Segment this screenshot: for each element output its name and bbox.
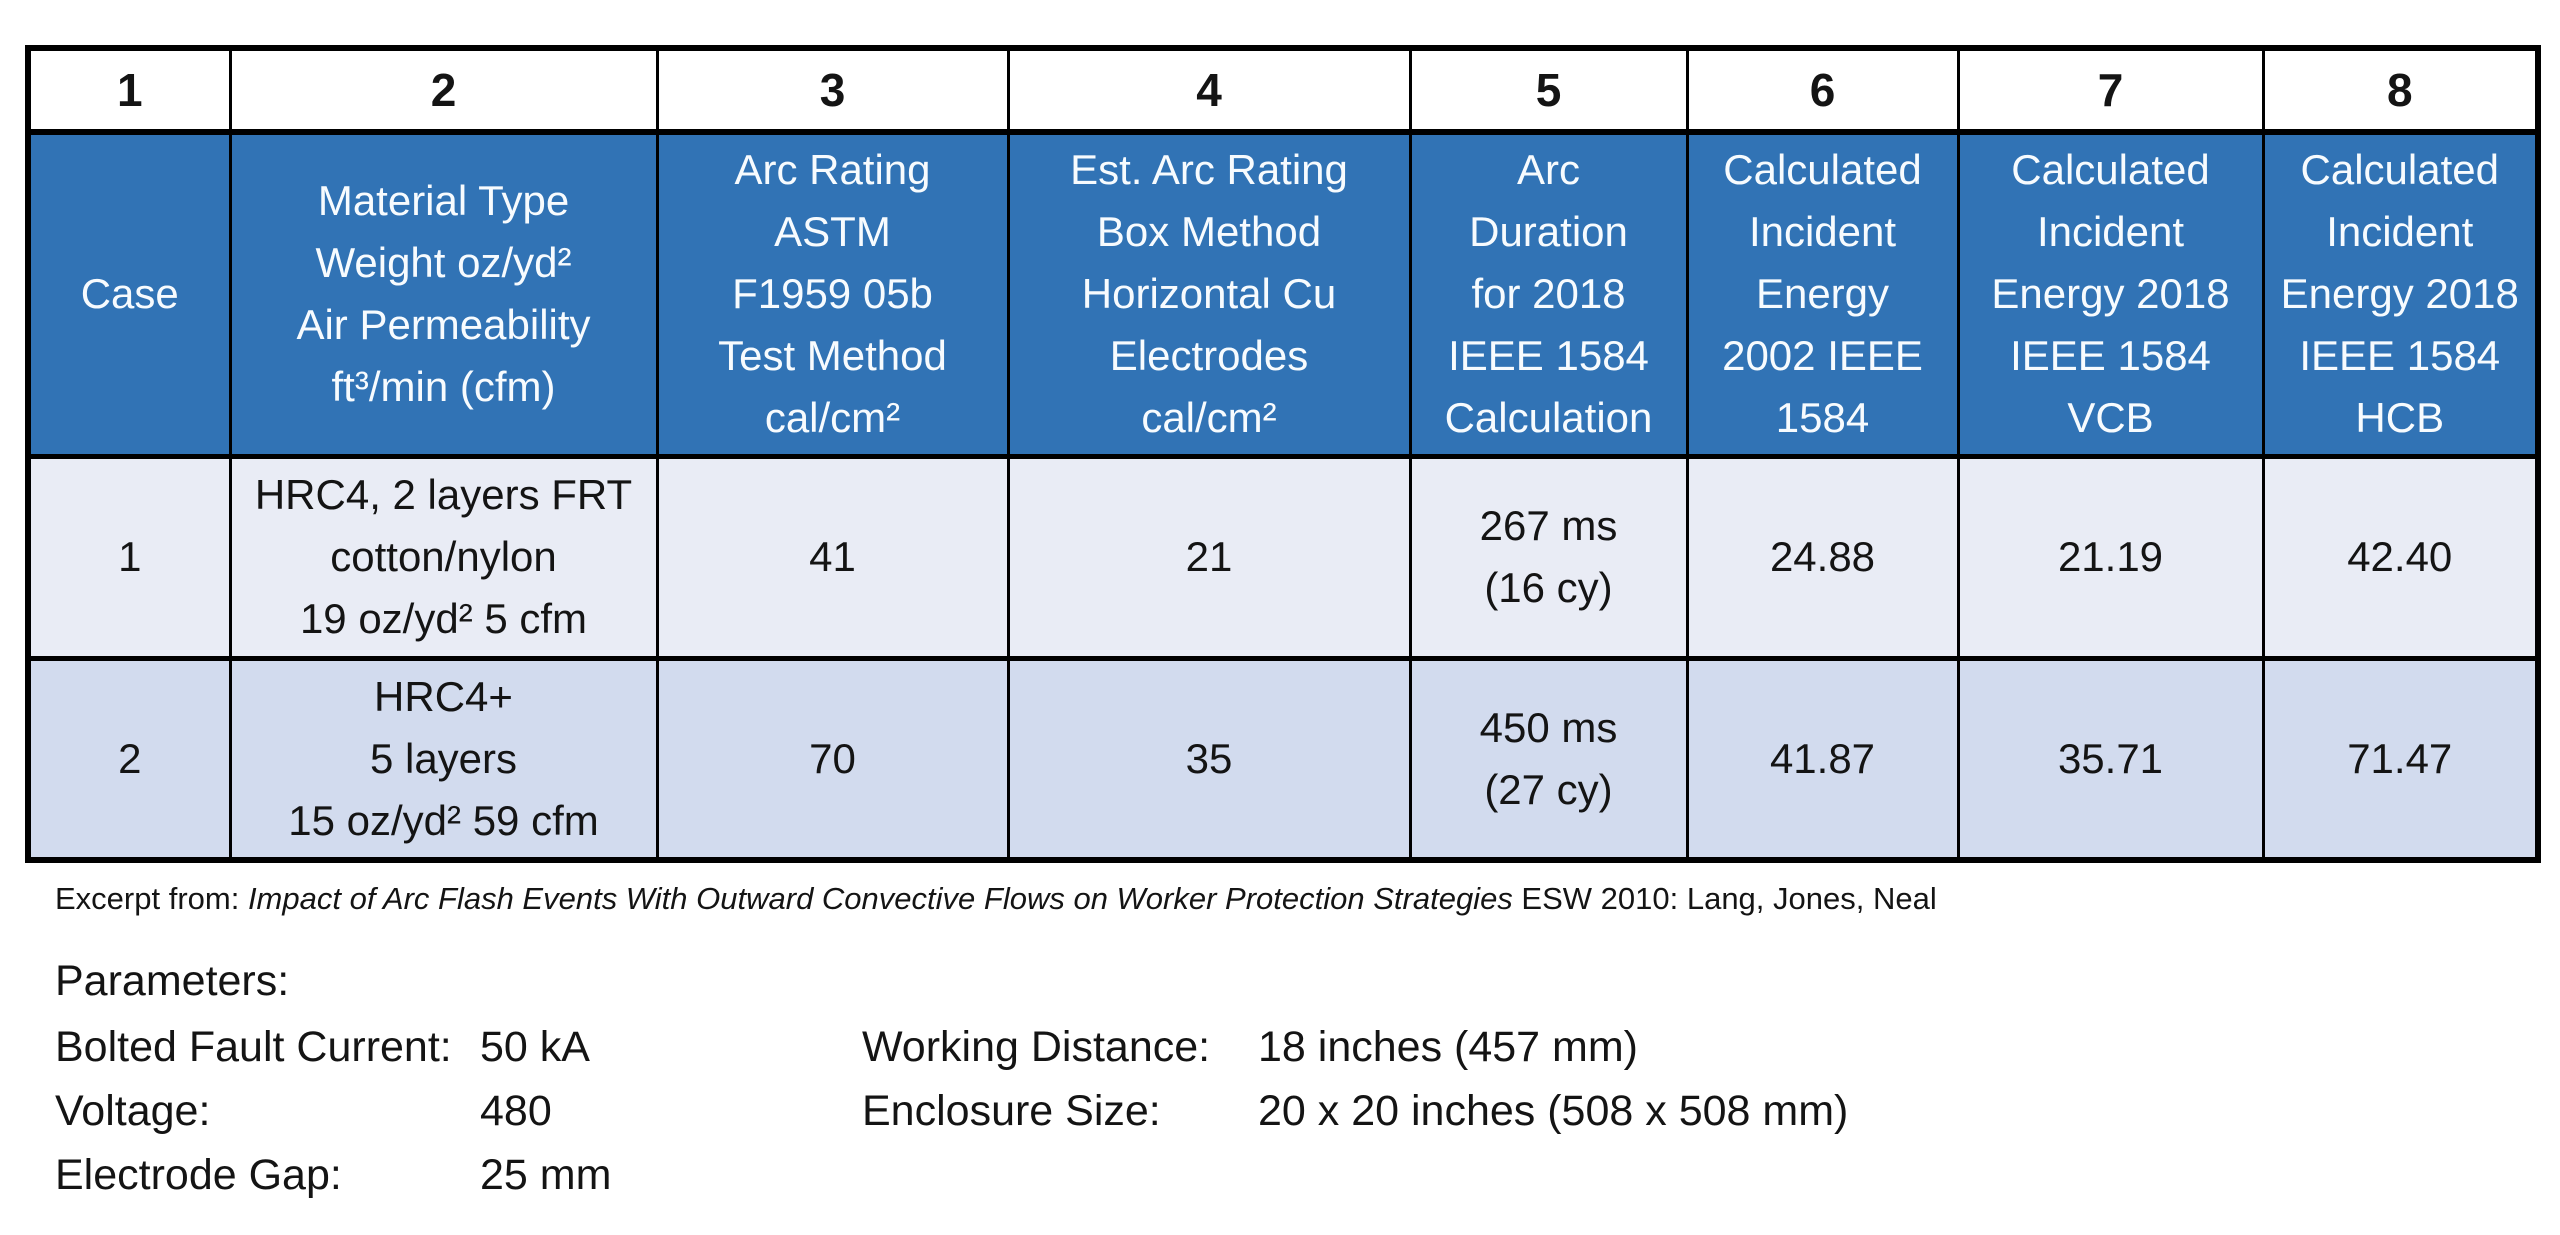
data-cell: 267 ms (16 cy) xyxy=(1408,454,1689,660)
case-2-row: 2 HRC4+ 5 layers 15 oz/yd² 59 cfm 70 35 … xyxy=(26,656,2540,862)
data-cell: 42.40 xyxy=(2261,454,2540,660)
slide-page: 1 2 3 4 5 6 7 8 Case Material Type Weigh… xyxy=(0,45,2560,1235)
parameter-spacer xyxy=(862,1143,1258,1207)
data-cell: 1 xyxy=(26,454,232,660)
data-cell: 2 xyxy=(26,656,232,862)
header-est-arc-rating-box-method: Est. Arc Rating Box Method Horizontal Cu… xyxy=(1006,130,1412,458)
parameter-label: Electrode Gap: xyxy=(55,1151,342,1199)
data-cell: 41 xyxy=(655,454,1010,660)
data-cell: 35.71 xyxy=(1956,656,2265,862)
data-cell: 35 xyxy=(1006,656,1412,862)
header-case: Case xyxy=(26,130,232,458)
arc-flash-results-table: 1 2 3 4 5 6 7 8 Case Material Type Weigh… xyxy=(25,45,2541,863)
source-citation: Excerpt from: Impact of Arc Flash Events… xyxy=(55,879,2560,919)
column-number-cell: 3 xyxy=(655,46,1010,134)
column-number-cell: 7 xyxy=(1956,46,2265,134)
header-incident-energy-2018-vcb: Calculated Incident Energy 2018 IEEE 158… xyxy=(1956,130,2265,458)
data-cell: 71.47 xyxy=(2261,656,2540,862)
parameter-value: 50 kA xyxy=(480,1023,590,1071)
data-cell: HRC4+ 5 layers 15 oz/yd² 59 cfm xyxy=(228,656,659,862)
parameter-value: 480 xyxy=(480,1087,552,1135)
parameter-label: Enclosure Size: xyxy=(862,1087,1161,1135)
header-material-type: Material Type Weight oz/yd² Air Permeabi… xyxy=(228,130,659,458)
data-cell: 24.88 xyxy=(1685,454,1960,660)
parameter-label: Voltage: xyxy=(55,1087,211,1135)
header-incident-energy-2002: Calculated Incident Energy 2002 IEEE 158… xyxy=(1685,130,1960,458)
data-cell: 70 xyxy=(655,656,1010,862)
data-cell: HRC4, 2 layers FRT cotton/nylon 19 oz/yd… xyxy=(228,454,659,660)
parameter-label: Working Distance: xyxy=(862,1023,1211,1071)
column-number-row: 1 2 3 4 5 6 7 8 xyxy=(26,46,2540,134)
data-cell: 41.87 xyxy=(1685,656,1960,862)
data-cell: 21 xyxy=(1006,454,1412,660)
data-cell: 21.19 xyxy=(1956,454,2265,660)
column-number-cell: 2 xyxy=(228,46,659,134)
header-arc-duration: Arc Duration for 2018 IEEE 1584 Calculat… xyxy=(1408,130,1689,458)
parameters-grid: Bolted Fault Current: 50 kA Working Dist… xyxy=(55,1015,2560,1207)
case-1-row: 1 HRC4, 2 layers FRT cotton/nylon 19 oz/… xyxy=(26,454,2540,660)
data-cell: 450 ms (27 cy) xyxy=(1408,656,1689,862)
parameters-title: Parameters: xyxy=(55,957,290,1005)
parameter-value: 25 mm xyxy=(480,1151,612,1199)
citation-suffix: ESW 2010: Lang, Jones, Neal xyxy=(1512,881,1937,916)
parameters-section: Parameters: Bolted Fault Current: 50 kA … xyxy=(55,949,2560,1207)
parameter-spacer xyxy=(1258,1143,2560,1207)
table-header-row: Case Material Type Weight oz/yd² Air Per… xyxy=(26,130,2540,458)
header-arc-rating-astm: Arc Rating ASTM F1959 05b Test Method ca… xyxy=(655,130,1010,458)
parameter-label: Bolted Fault Current: xyxy=(55,1023,452,1071)
parameter-value: 20 x 20 inches (508 x 508 mm) xyxy=(1258,1087,1849,1135)
column-number-cell: 1 xyxy=(26,46,232,134)
citation-title: Impact of Arc Flash Events With Outward … xyxy=(247,881,1513,916)
citation-prefix: Excerpt from: xyxy=(55,881,248,916)
column-number-cell: 5 xyxy=(1408,46,1689,134)
column-number-cell: 6 xyxy=(1685,46,1960,134)
column-number-cell: 8 xyxy=(2261,46,2540,134)
header-incident-energy-2018-hcb: Calculated Incident Energy 2018 IEEE 158… xyxy=(2261,130,2540,458)
parameter-value: 18 inches (457 mm) xyxy=(1258,1023,1638,1071)
column-number-cell: 4 xyxy=(1006,46,1412,134)
